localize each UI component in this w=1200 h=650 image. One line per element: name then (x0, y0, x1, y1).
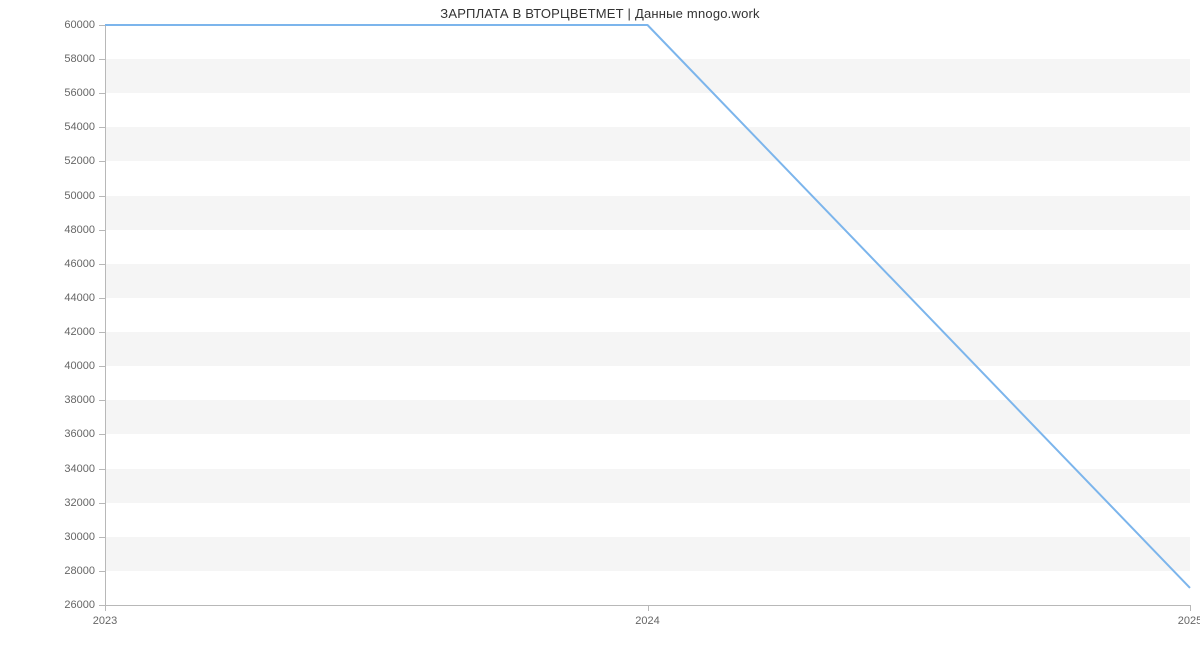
x-tick-mark (1190, 605, 1191, 611)
y-tick-label: 58000 (64, 53, 95, 65)
y-tick-label: 30000 (64, 531, 95, 543)
x-tick-label: 2024 (635, 615, 659, 627)
y-tick-label: 42000 (64, 326, 95, 338)
y-tick-label: 32000 (64, 497, 95, 509)
y-tick-label: 46000 (64, 258, 95, 270)
y-tick-label: 48000 (64, 224, 95, 236)
series-line-salary (105, 25, 1190, 588)
y-tick-label: 54000 (64, 121, 95, 133)
chart-title: ЗАРПЛАТА В ВТОРЦВЕТМЕТ | Данные mnogo.wo… (0, 6, 1200, 21)
y-tick-label: 28000 (64, 565, 95, 577)
y-tick-label: 50000 (64, 190, 95, 202)
y-tick-label: 56000 (64, 87, 95, 99)
y-tick-label: 36000 (64, 428, 95, 440)
y-tick-label: 38000 (64, 394, 95, 406)
y-tick-label: 60000 (64, 19, 95, 31)
x-tick-label: 2025 (1178, 615, 1200, 627)
y-tick-label: 40000 (64, 360, 95, 372)
series-layer (105, 25, 1190, 605)
y-tick-label: 52000 (64, 155, 95, 167)
plot-area: 2600028000300003200034000360003800040000… (105, 25, 1190, 605)
y-tick-label: 34000 (64, 463, 95, 475)
x-axis-line (105, 605, 1190, 606)
salary-chart: ЗАРПЛАТА В ВТОРЦВЕТМЕТ | Данные mnogo.wo… (0, 0, 1200, 650)
x-tick-label: 2023 (93, 615, 117, 627)
y-tick-label: 26000 (64, 599, 95, 611)
y-tick-label: 44000 (64, 292, 95, 304)
